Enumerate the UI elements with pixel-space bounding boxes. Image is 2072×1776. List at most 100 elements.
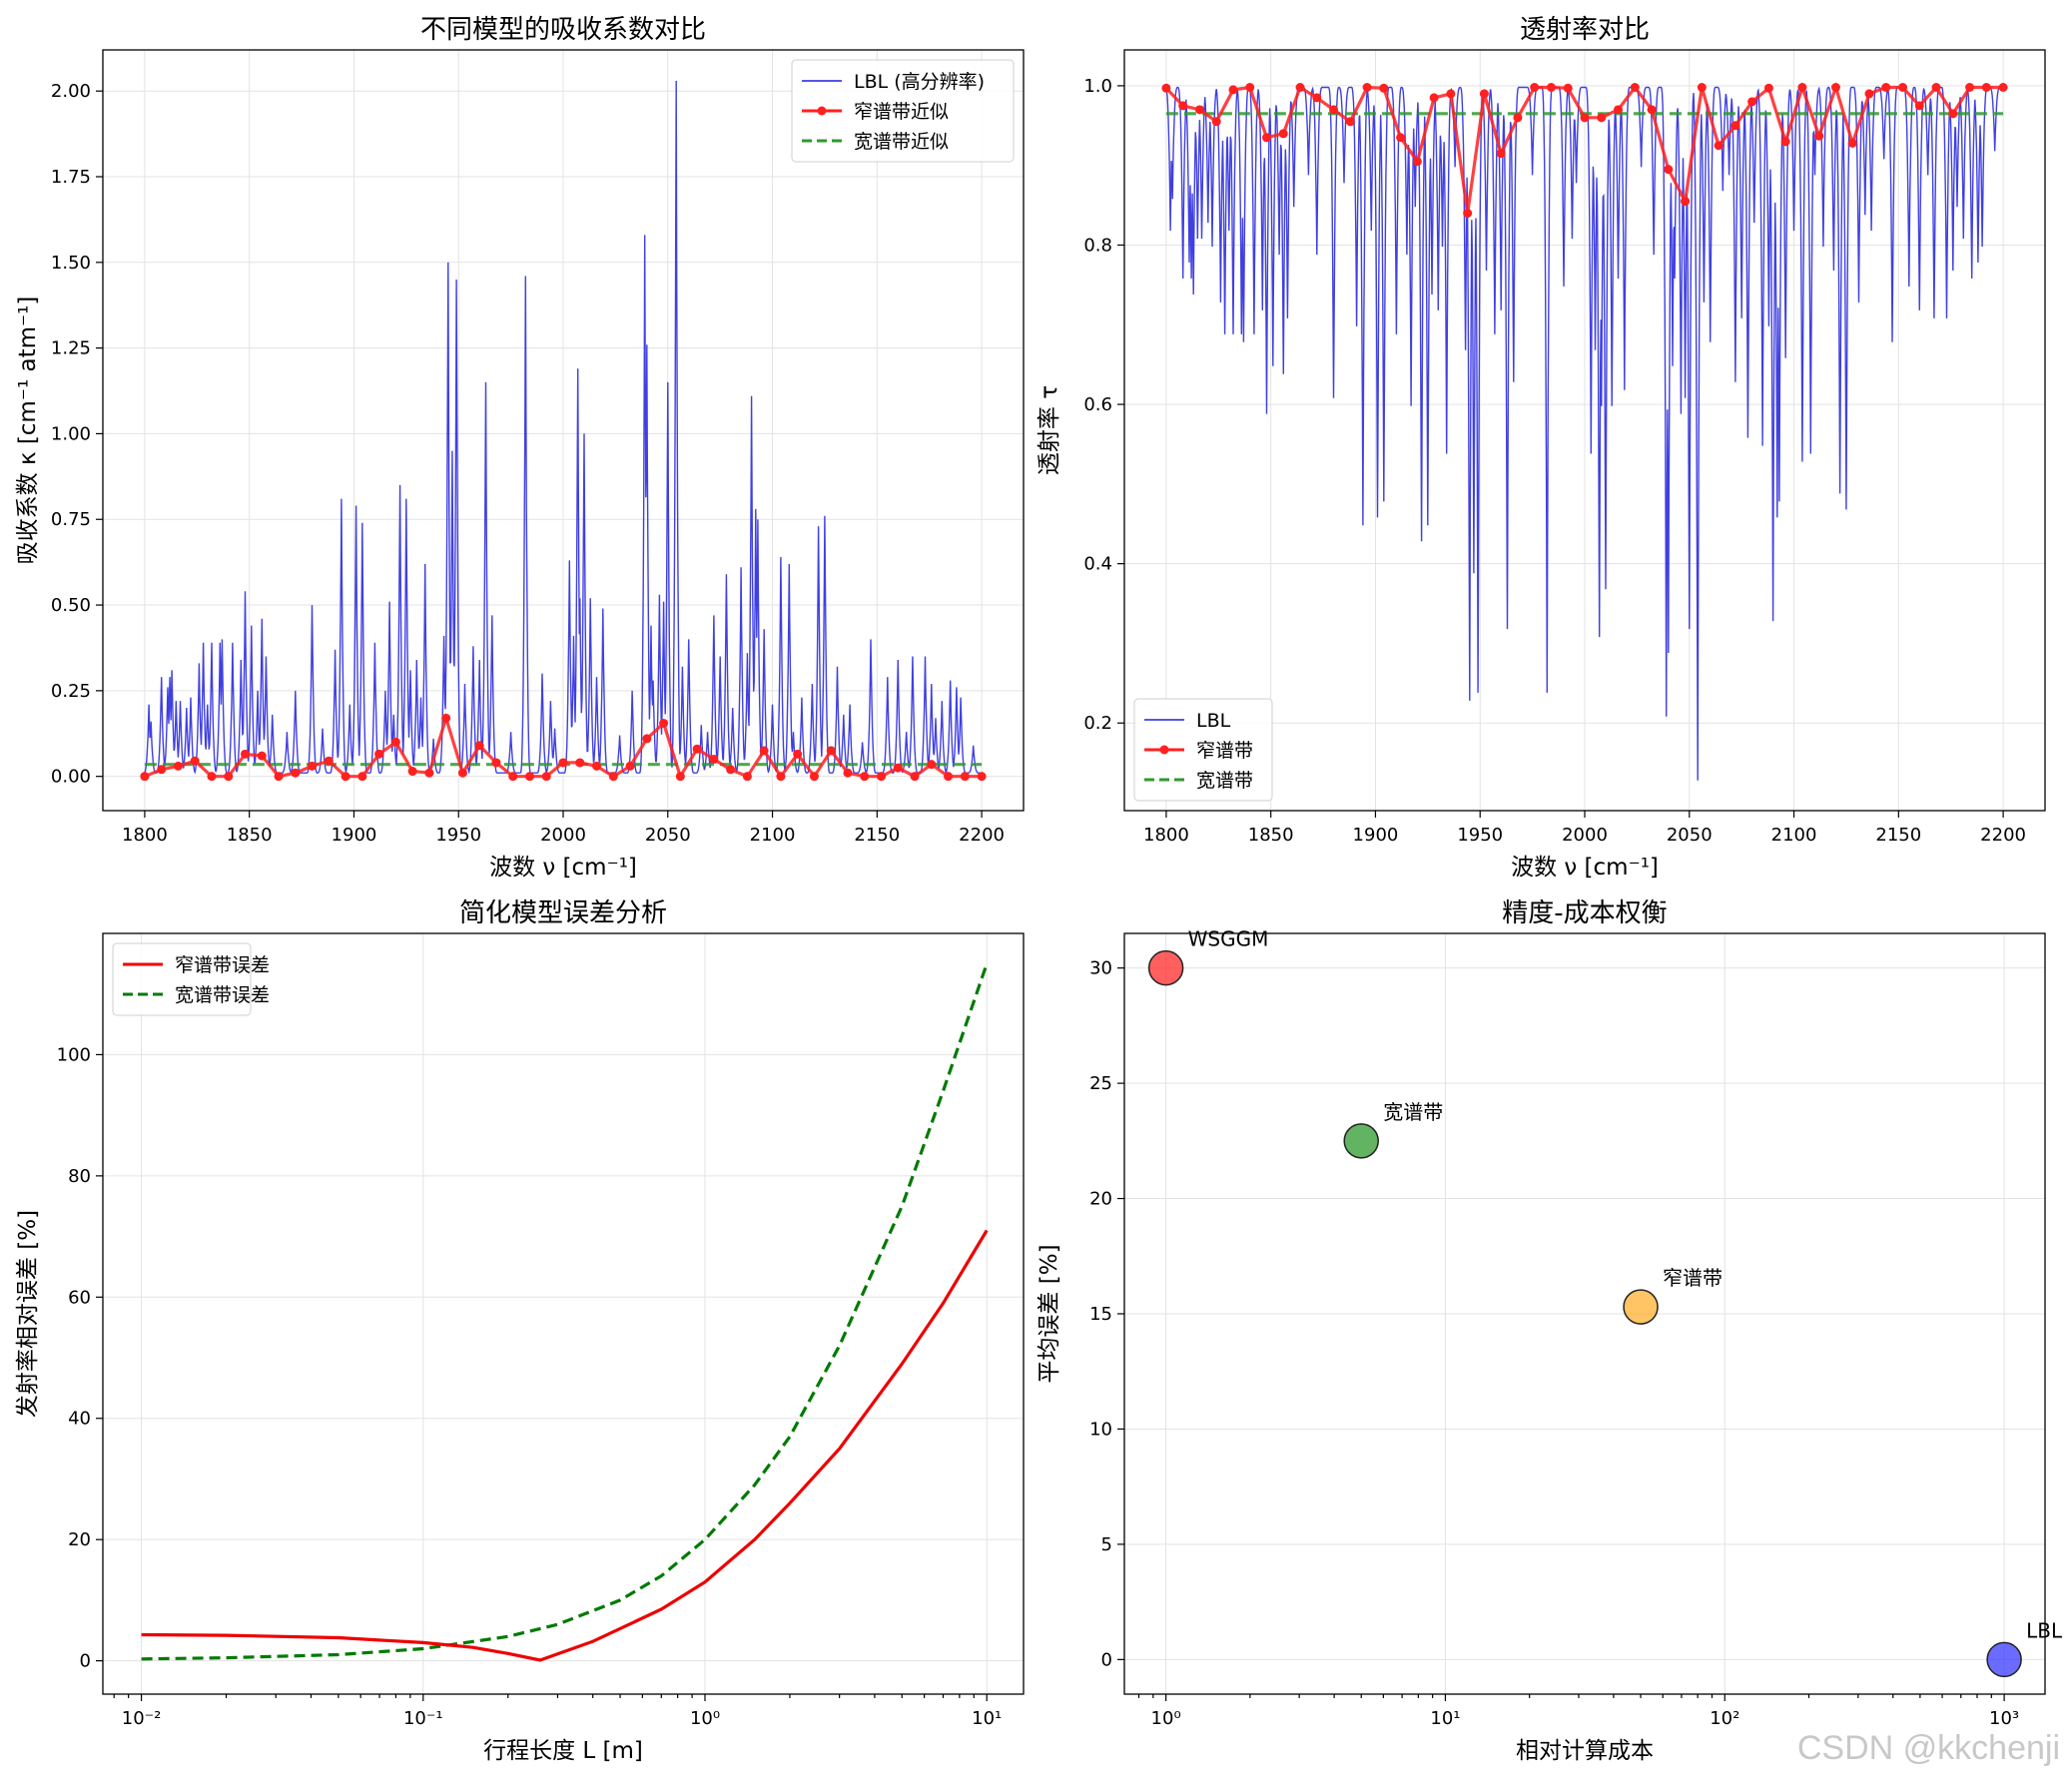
narrow-band-point — [1178, 101, 1188, 111]
narrow-band-point — [1730, 121, 1740, 131]
narrow-band-point — [776, 772, 786, 782]
narrow-band-point — [157, 765, 167, 775]
y-tick-label: 0 — [1101, 1649, 1112, 1670]
x-tick-label: 2200 — [1980, 825, 2026, 846]
legend-label: 宽谱带 — [1196, 770, 1253, 792]
narrow-band-point — [357, 772, 367, 782]
x-tick-label: 2100 — [750, 825, 796, 846]
narrow-band-point — [1763, 83, 1773, 93]
y-tick-label: 1.50 — [51, 253, 91, 274]
narrow-band-point — [140, 772, 150, 782]
y-tick-label: 80 — [68, 1166, 91, 1187]
x-axis-label: 相对计算成本 — [1516, 1738, 1654, 1764]
narrow-band-point — [558, 758, 568, 768]
x-tick-label: 2000 — [1562, 825, 1608, 846]
narrow-band-point — [1981, 83, 1991, 93]
narrow-band-point — [1379, 83, 1389, 93]
y-tick-label: 0.25 — [51, 681, 91, 702]
y-tick-label: 1.25 — [51, 338, 91, 359]
lbl-series — [1165, 86, 2004, 781]
legend-label: LBL — [1196, 710, 1231, 732]
y-tick-label: 0.00 — [51, 767, 91, 788]
x-tick-label: 10⁰ — [690, 1708, 720, 1729]
watermark: CSDN @kkchenji — [1796, 1729, 2060, 1767]
narrow-band-point — [927, 760, 937, 770]
x-tick-label: 2000 — [540, 825, 586, 846]
narrow-band-point — [1864, 89, 1874, 99]
x-tick-label: 2200 — [959, 825, 1005, 846]
narrow-band-point — [809, 772, 819, 782]
legend-box — [112, 942, 252, 1016]
x-tick-label: 1950 — [1457, 825, 1503, 846]
narrow-band-point — [592, 761, 602, 771]
narrow-band-point — [1278, 129, 1288, 139]
narrow-band-point — [692, 744, 702, 754]
point-label: LBL — [2026, 1618, 2063, 1642]
y-tick-label: 20 — [1089, 1189, 1112, 1210]
panel-1: 1800 1850 1900 1950 2000 2050 2100 2150 2200 0.00… — [15, 15, 1025, 881]
legend-box — [791, 59, 1015, 163]
narrow-band-point — [1429, 93, 1439, 103]
chart-title: 透射率对比 — [1520, 15, 1650, 45]
y-tick-label: 1.0 — [1083, 76, 1112, 97]
y-tick-label: 2.00 — [51, 81, 91, 102]
narrow-band-point — [960, 772, 970, 782]
lbl-series — [144, 80, 983, 775]
x-tick-label: 1950 — [435, 825, 481, 846]
narrow-band-point — [1614, 105, 1624, 115]
y-tick-label: 0.50 — [51, 595, 91, 616]
scatter-point — [1623, 1289, 1659, 1325]
point-label: WSGGM — [1188, 927, 1269, 951]
legend-box — [1133, 698, 1273, 802]
narrow-band-point — [1681, 197, 1691, 207]
wide-band-error-series — [141, 962, 989, 1661]
y-tick-label: 30 — [1089, 958, 1112, 979]
narrow-band-point — [625, 761, 635, 771]
narrow-band-point — [1463, 209, 1473, 219]
narrow-band-point — [1496, 149, 1506, 159]
x-tick-label: 10¹ — [972, 1708, 1002, 1729]
narrow-band-point — [1998, 83, 2008, 93]
narrow-band-point — [1714, 141, 1724, 151]
narrow-band-point — [207, 772, 217, 782]
narrow-band-point — [759, 746, 769, 756]
y-tick-label: 1.00 — [51, 423, 91, 444]
narrow-band-point — [1898, 83, 1908, 93]
y-tick-label: 0.2 — [1083, 713, 1112, 734]
narrow-band-point — [1914, 101, 1924, 111]
narrow-band-point — [910, 772, 920, 782]
narrow-band-point — [1412, 157, 1422, 167]
x-tick-label: 1850 — [227, 825, 273, 846]
narrow-band-point — [1446, 89, 1456, 99]
x-tick-label: 1800 — [122, 825, 168, 846]
x-tick-label: 10³ — [1989, 1708, 2019, 1729]
legend-label: 宽谱带近似 — [854, 131, 949, 153]
point-label: 窄谱带 — [1663, 1266, 1723, 1290]
y-tick-label: 5 — [1101, 1534, 1112, 1555]
legend-marker — [1159, 745, 1169, 755]
narrow-band-point — [1329, 105, 1339, 115]
narrow-band-point — [308, 761, 318, 771]
narrow-band-point — [977, 772, 987, 782]
y-tick-label: 0.8 — [1083, 235, 1112, 256]
y-axis-label: 吸收系数 κ [cm⁻¹ atm⁻¹] — [15, 296, 41, 565]
narrow-band-point — [407, 767, 417, 777]
x-tick-label: 1900 — [1353, 825, 1399, 846]
narrow-band-point — [1345, 117, 1355, 127]
narrow-band-point — [1312, 93, 1322, 103]
narrow-band-point — [877, 772, 887, 782]
narrow-band-point — [1747, 97, 1757, 107]
narrow-band-point — [893, 763, 903, 773]
narrow-band-point — [441, 713, 451, 723]
x-tick-label: 10¹ — [1430, 1708, 1460, 1729]
narrow-band-point — [508, 772, 518, 782]
panel-2: 1800 1850 1900 1950 2000 2050 2100 2150 2200 0.2 0… — [1036, 15, 2046, 881]
point-label: 宽谱带 — [1383, 1100, 1443, 1124]
narrow-band-point — [424, 768, 434, 778]
y-axis-label: 发射率相对误差 [%] — [15, 1210, 41, 1418]
narrow-band-point — [1261, 133, 1271, 143]
